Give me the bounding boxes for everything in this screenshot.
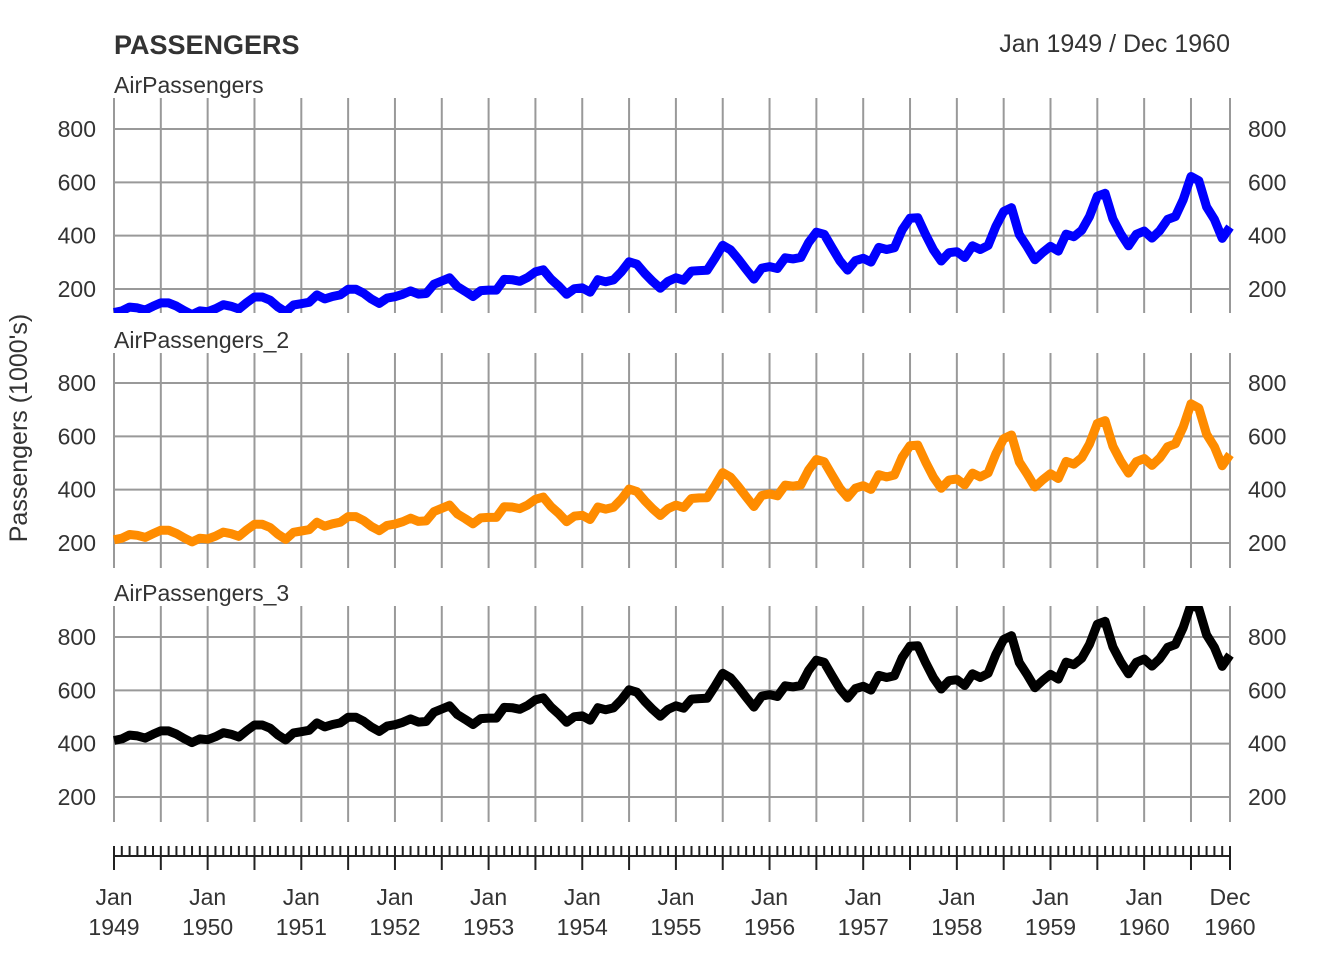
y-tick-label-left: 800 bbox=[58, 116, 96, 142]
x-tick-label-month: Dec bbox=[1210, 884, 1251, 910]
y-tick-label-left: 400 bbox=[58, 223, 96, 249]
y-tick-label-left: 600 bbox=[58, 169, 96, 195]
y-tick-label-right: 800 bbox=[1248, 116, 1286, 142]
series-line-2 bbox=[113, 399, 1234, 547]
x-tick-label-month: Jan bbox=[283, 884, 320, 910]
x-tick-label-year: 1957 bbox=[838, 914, 889, 940]
x-tick-label-month: Jan bbox=[938, 884, 975, 910]
chart-title: PASSENGERS bbox=[114, 30, 300, 60]
panel-2: AirPassengers_2 200 200 400 400 600 600 800 800 bbox=[58, 327, 1286, 568]
series-line-1 bbox=[113, 172, 1234, 313]
y-tick-label-right: 800 bbox=[1248, 370, 1286, 396]
y-tick-label-left: 400 bbox=[58, 477, 96, 503]
x-tick-label-month: Jan bbox=[845, 884, 882, 910]
y-tick-label-right: 200 bbox=[1248, 530, 1286, 556]
y-tick-label-left: 600 bbox=[58, 423, 96, 449]
y-tick-label-left: 400 bbox=[58, 731, 96, 757]
x-tick-label-month: Jan bbox=[1032, 884, 1069, 910]
x-tick-label-year: 1950 bbox=[182, 914, 233, 940]
x-tick-label-year: 1954 bbox=[557, 914, 608, 940]
x-tick-label-year: 1951 bbox=[276, 914, 327, 940]
panel-label: AirPassengers_2 bbox=[114, 327, 289, 353]
x-tick-label-month: Jan bbox=[564, 884, 601, 910]
x-tick-label-year: 1956 bbox=[744, 914, 795, 940]
panel-3: AirPassengers_3 200 200 400 400 600 600 800 800 bbox=[58, 580, 1286, 822]
x-tick-label-year: 1949 bbox=[88, 914, 139, 940]
x-tick-label-month: Jan bbox=[470, 884, 507, 910]
x-tick-label-month: Jan bbox=[657, 884, 694, 910]
series-line-3 bbox=[113, 606, 1234, 748]
y-tick-label-left: 200 bbox=[58, 530, 96, 556]
y-tick-label-right: 600 bbox=[1248, 423, 1286, 449]
x-tick-label-year: 1960 bbox=[1204, 914, 1255, 940]
x-tick-label-year: 1955 bbox=[650, 914, 701, 940]
y-tick-label-right: 400 bbox=[1248, 731, 1286, 757]
x-tick-label-month: Jan bbox=[751, 884, 788, 910]
x-tick-label-month: Jan bbox=[376, 884, 413, 910]
y-tick-label-left: 600 bbox=[58, 677, 96, 703]
y-tick-label-right: 600 bbox=[1248, 677, 1286, 703]
date-range: Jan 1949 / Dec 1960 bbox=[999, 30, 1230, 58]
x-tick-label-year: 1953 bbox=[463, 914, 514, 940]
panel-1: AirPassengers 200 200 400 400 600 600 800 800 bbox=[58, 72, 1286, 313]
x-tick-label-year: 1958 bbox=[931, 914, 982, 940]
y-tick-label-right: 400 bbox=[1248, 477, 1286, 503]
y-tick-label-right: 800 bbox=[1248, 624, 1286, 650]
y-tick-label-right: 200 bbox=[1248, 784, 1286, 810]
x-tick-label-year: 1952 bbox=[369, 914, 420, 940]
x-tick-label-year: 1960 bbox=[1119, 914, 1170, 940]
y-tick-label-left: 800 bbox=[58, 370, 96, 396]
x-tick-label-month: Jan bbox=[1126, 884, 1163, 910]
y-tick-label-right: 200 bbox=[1248, 276, 1286, 302]
panel-label: AirPassengers_3 bbox=[114, 580, 289, 606]
panel-label: AirPassengers bbox=[114, 72, 264, 98]
y-tick-label-left: 800 bbox=[58, 624, 96, 650]
x-tick-label-month: Jan bbox=[189, 884, 226, 910]
y-tick-label-left: 200 bbox=[58, 784, 96, 810]
y-tick-label-left: 200 bbox=[58, 276, 96, 302]
y-tick-label-right: 600 bbox=[1248, 169, 1286, 195]
y-tick-label-right: 400 bbox=[1248, 223, 1286, 249]
x-tick-label-year: 1959 bbox=[1025, 914, 1076, 940]
y-axis-label: Passengers (1000's) bbox=[5, 314, 33, 543]
x-tick-label-month: Jan bbox=[95, 884, 132, 910]
